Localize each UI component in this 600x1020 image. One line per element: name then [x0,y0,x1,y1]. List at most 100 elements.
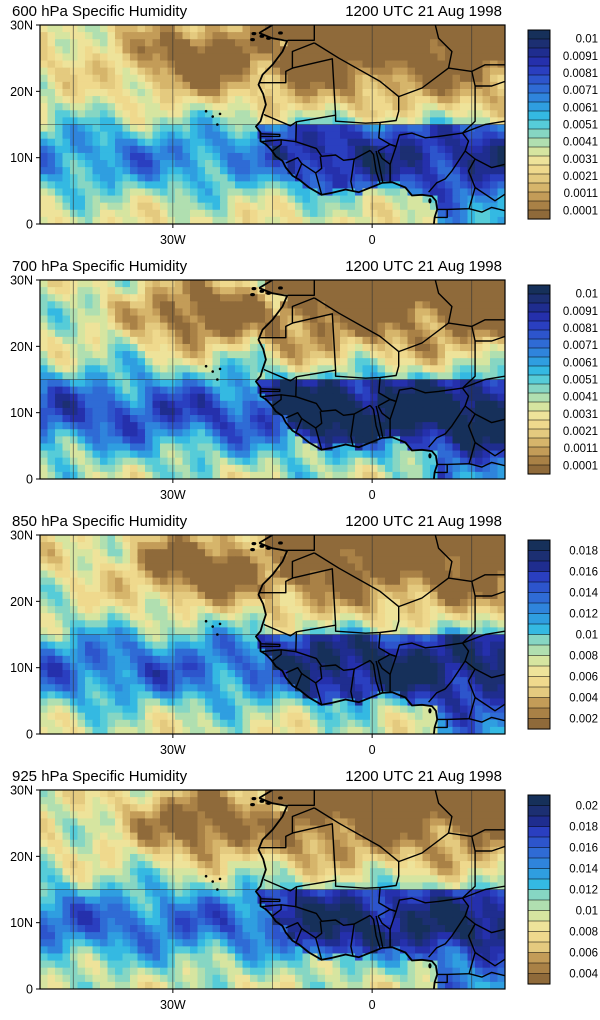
humidity-cell [407,308,416,317]
humidity-cell [475,655,484,664]
humidity-cell [40,60,49,69]
humidity-cell [287,365,296,373]
humidity-cell [445,174,454,182]
humidity-cell [407,25,416,33]
humidity-cell [287,131,296,140]
humidity-cell [55,60,64,69]
humidity-cell [242,634,251,643]
humidity-cell [62,542,71,550]
humidity-cell [115,591,124,600]
humidity-cell [175,96,184,104]
humidity-cell [137,670,146,678]
humidity-cell [430,351,439,359]
humidity-cell [490,145,499,154]
humidity-cell [122,351,131,359]
humidity-cell [445,393,454,402]
humidity-cell [130,152,139,161]
humidity-cell [152,648,161,657]
humidity-cell [490,613,499,621]
humidity-cell [437,329,446,338]
humidity-cell [70,131,79,140]
humidity-cell [430,88,439,97]
humidity-cell [475,145,484,154]
humidity-cell [362,103,371,111]
humidity-cell [70,457,79,466]
humidity-cell [430,287,439,295]
humidity-cell [220,195,229,204]
humidity-cell [92,315,101,324]
humidity-cell [265,216,274,224]
humidity-cell [167,351,176,359]
humidity-cell [332,88,341,97]
humidity-cell [280,591,289,600]
humidity-cell [347,358,356,366]
humidity-cell [340,32,349,40]
humidity-cell [407,634,416,643]
humidity-cell [107,315,116,324]
humidity-cell [400,591,409,600]
humidity-cell [160,167,169,175]
humidity-cell [212,613,221,621]
humidity-cell [55,280,64,288]
humidity-cell [220,81,229,90]
humidity-cell [40,301,49,310]
humidity-cell [137,556,146,565]
humidity-cell [302,138,311,147]
humidity-cell [197,662,206,671]
humidity-cell [107,379,116,388]
humidity-cell [340,584,349,593]
humidity-cell [460,379,469,388]
humidity-cell [250,301,259,310]
humidity-cell [400,556,409,565]
humidity-cell [407,280,416,288]
humidity-cell [62,549,71,557]
humidity-cell [122,549,131,557]
humidity-cell [460,167,469,175]
humidity-cell [122,598,131,607]
humidity-cell [287,606,296,614]
humidity-cell [100,393,109,402]
humidity-cell [167,81,176,90]
humidity-cell [77,471,86,479]
humidity-cell [122,195,131,204]
humidity-cell [310,429,319,437]
humidity-cell [265,584,274,593]
humidity-cell [302,351,311,359]
country-border [434,280,453,324]
humidity-cell [190,351,199,359]
humidity-cell [205,648,214,657]
humidity-cell [415,46,424,55]
humidity-cell [115,88,124,97]
humidity-cell [122,365,131,373]
humidity-cell [280,110,289,118]
humidity-cell [85,188,94,197]
humidity-cell [482,379,491,388]
humidity-cell [295,343,304,352]
humidity-cell [40,329,49,338]
humidity-cell [212,407,221,416]
humidity-cell [490,471,499,479]
humidity-cell [280,648,289,657]
humidity-cell [317,641,326,650]
humidity-cell [415,570,424,579]
humidity-cell [190,315,199,324]
humidity-cell [407,315,416,324]
humidity-cell [332,358,341,366]
humidity-cell [377,322,386,331]
humidity-cell [280,216,289,224]
humidity-cell [62,450,71,459]
humidity-cell [310,308,319,317]
humidity-cell [355,343,364,352]
humidity-cell [242,32,251,40]
humidity-cell [385,308,394,317]
humidity-cell [422,160,431,168]
humidity-cell [385,606,394,614]
humidity-cell [40,386,49,395]
humidity-cell [182,372,191,381]
humidity-cell [205,670,214,678]
humidity-cell [250,577,259,586]
humidity-cell [220,336,229,345]
humidity-cell [475,301,484,310]
humidity-cell [490,280,499,288]
humidity-cell [377,591,386,600]
